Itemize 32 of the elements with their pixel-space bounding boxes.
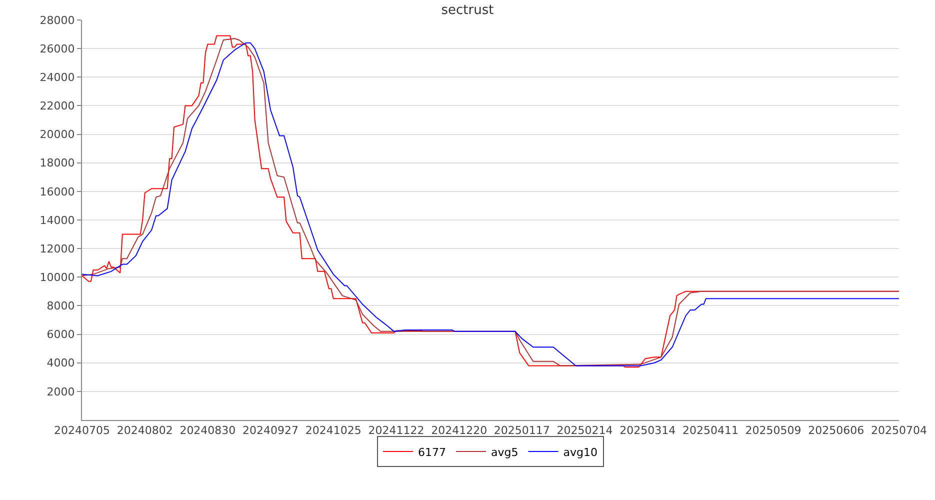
- x-tick-label: 20250117: [494, 424, 550, 438]
- x-tick-label: 20250411: [682, 424, 738, 438]
- y-tick-label: 12000: [40, 242, 75, 256]
- y-tick-label: 26000: [40, 42, 75, 56]
- y-tick-label: 24000: [40, 70, 75, 84]
- x-tick-label: 20250214: [556, 424, 613, 438]
- x-tick-label: 20240927: [242, 424, 299, 438]
- x-tick-label: 20241025: [305, 424, 362, 438]
- y-tick-label: 8000: [46, 300, 75, 313]
- y-tick-label: 2000: [46, 385, 75, 398]
- x-tick-label: 20250704: [871, 424, 927, 438]
- x-tick-label: 20240830: [180, 424, 236, 438]
- y-tick-label: 20000: [40, 128, 75, 142]
- y-tick-label: 16000: [40, 185, 75, 198]
- x-tick-label: 20250314: [620, 424, 676, 438]
- x-tick-label: 20250509: [745, 424, 802, 438]
- y-tick-label: 4000: [46, 356, 75, 370]
- legend-label: 6177: [418, 446, 446, 459]
- x-tick-label: 20240802: [116, 424, 173, 438]
- y-tick-label: 6000: [46, 328, 75, 342]
- legend-label: avg5: [491, 446, 518, 459]
- legend-label: avg10: [563, 446, 598, 459]
- y-tick-label: 28000: [40, 14, 75, 27]
- y-tick-label: 22000: [40, 100, 75, 113]
- y-tick-label: 18000: [40, 156, 75, 170]
- y-tick-label: 10000: [40, 270, 75, 284]
- y-tick-label: 14000: [40, 214, 75, 227]
- x-tick-label: 20241220: [431, 424, 488, 438]
- x-tick-label: 20240705: [54, 424, 110, 438]
- x-tick-label: 20241122: [368, 424, 424, 438]
- chart-title: sectrust: [441, 3, 494, 18]
- x-tick-label: 20250606: [808, 424, 864, 438]
